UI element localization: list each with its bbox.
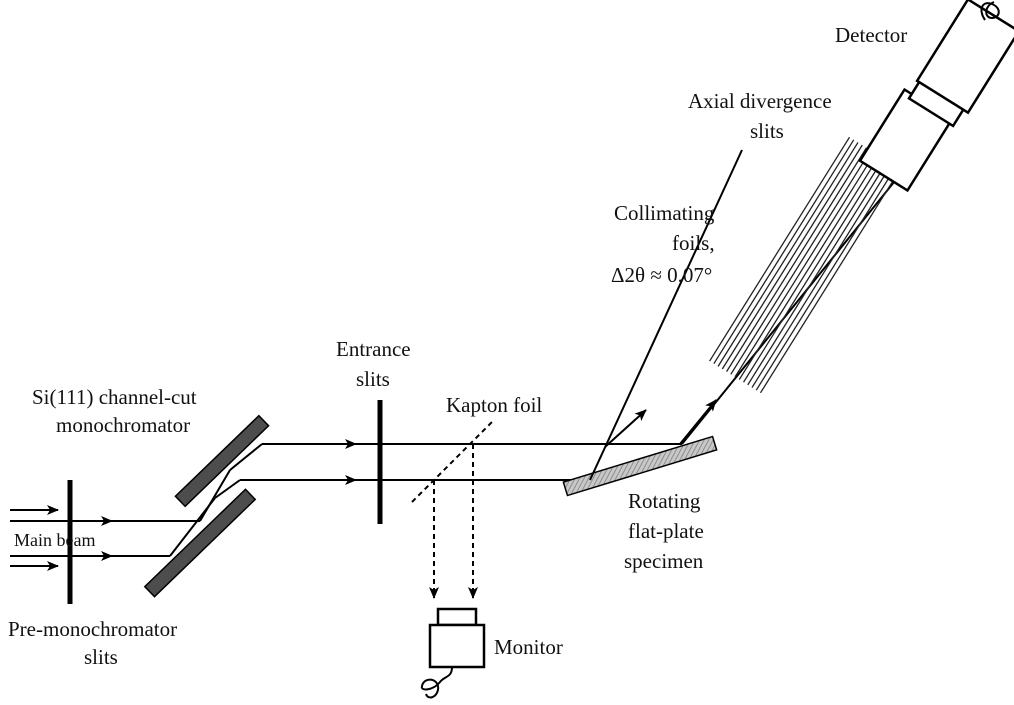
label-collimating-line2: foils, xyxy=(672,231,715,255)
label-monochromator-line1: Si(111) channel-cut xyxy=(32,385,197,409)
specimen-plate xyxy=(562,435,718,497)
label-rotating-line2: flat-plate xyxy=(628,519,704,543)
bounce-path-3 xyxy=(229,443,263,471)
label-entrance-line2: slits xyxy=(356,367,390,391)
label-entrance-line1: Entrance xyxy=(336,337,411,361)
label-detector: Detector xyxy=(835,23,907,47)
monochromator-crystal-lower xyxy=(143,488,257,598)
label-main-beam: Main beam xyxy=(14,530,95,550)
label-rotating-line3: specimen xyxy=(624,549,704,573)
label-collimating-line3: Δ2θ ≈ 0.07° xyxy=(611,263,712,287)
main-beam-upper xyxy=(10,505,200,526)
kapton-foil xyxy=(411,421,493,503)
label-axial-divergence-line1: Axial divergence xyxy=(688,89,832,113)
bounce-path-2 xyxy=(169,497,216,557)
monochromator-crystal-upper xyxy=(174,414,270,508)
label-monitor: Monitor xyxy=(494,635,563,659)
label-monochromator-line2: monochromator xyxy=(56,413,190,437)
label-axial-divergence-line2: slits xyxy=(750,119,784,143)
label-collimating-line1: Collimating xyxy=(614,201,715,225)
collimating-foils xyxy=(709,136,901,394)
label-pre-monochromator-line2: slits xyxy=(84,645,118,669)
monitor-icon xyxy=(420,607,486,699)
main-beam-lower xyxy=(10,551,170,571)
detector-icon xyxy=(907,0,1014,128)
bounce-path-4 xyxy=(214,479,241,499)
label-kapton-foil: Kapton foil xyxy=(446,393,542,417)
label-rotating-line1: Rotating xyxy=(628,489,701,513)
diffracted-beam-left xyxy=(589,149,743,481)
diffracted-beam-right xyxy=(679,149,921,445)
label-pre-monochromator-line1: Pre-monochromator xyxy=(8,617,177,641)
